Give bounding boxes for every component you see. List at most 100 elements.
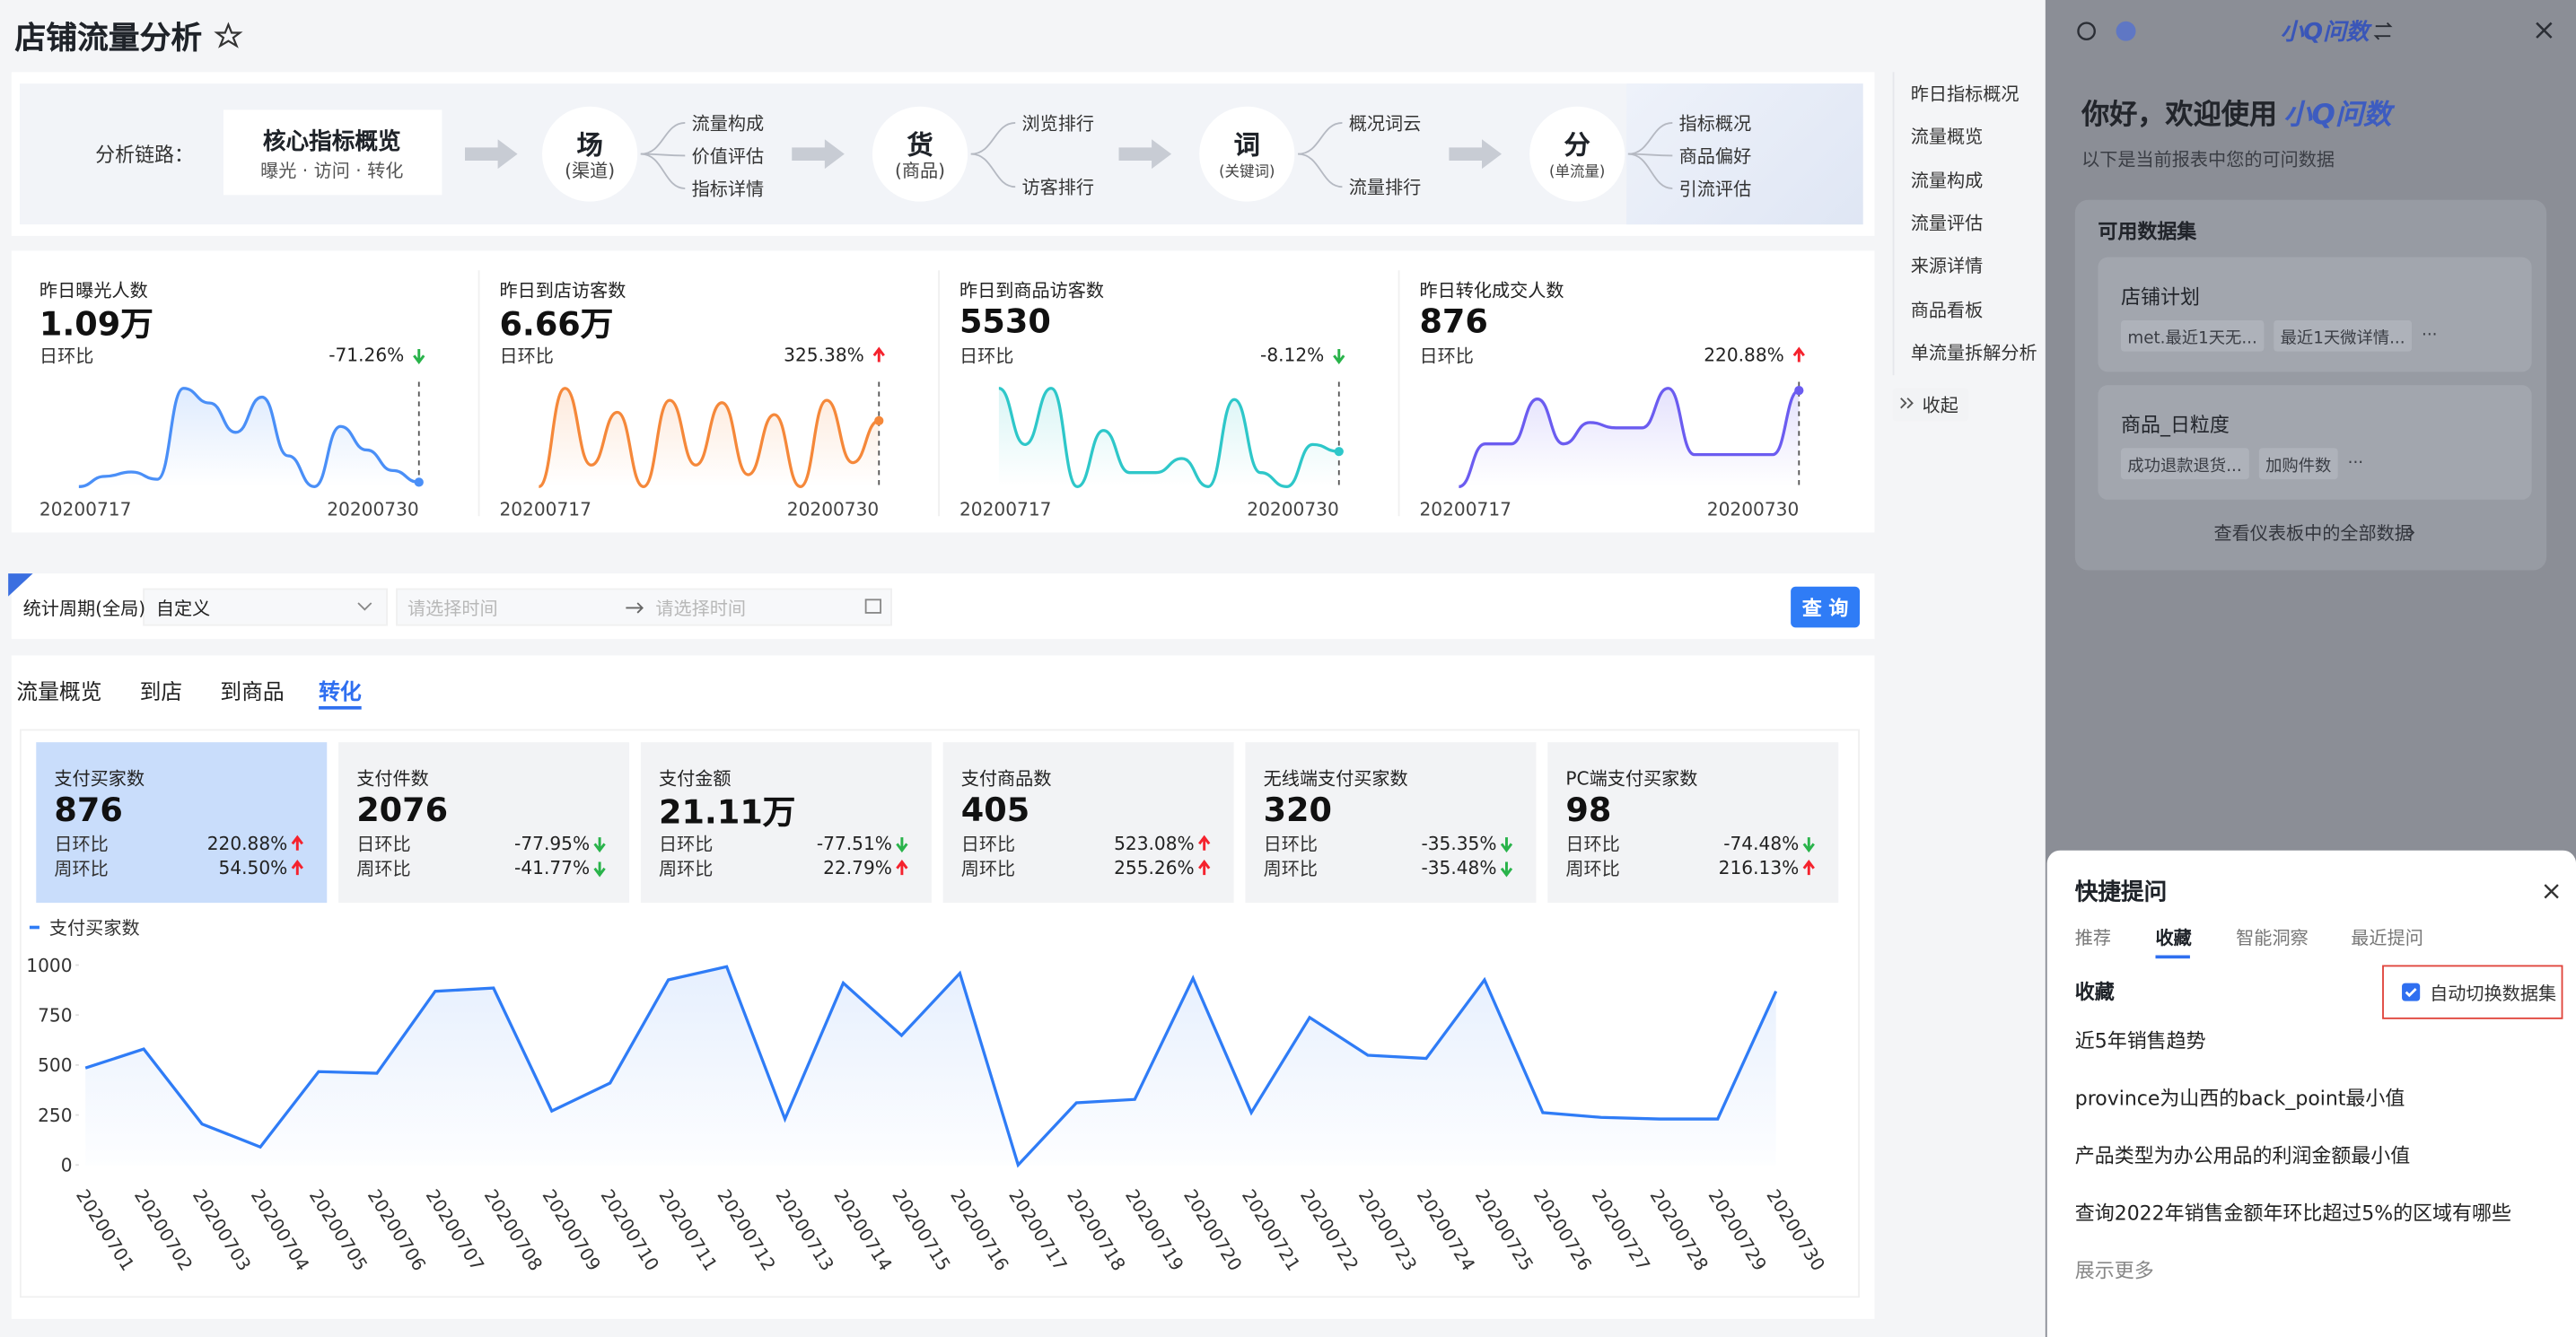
nav-item[interactable]: 流量概览 <box>1910 127 1984 148</box>
step-item[interactable]: 概况词云 <box>1348 112 1422 135</box>
auto-switch-label: 自动切换数据集 <box>2430 983 2557 1005</box>
kpi-start-date: 20200717 <box>499 499 591 520</box>
quick-question[interactable]: province为山西的back_point最小值 <box>2074 1087 2405 1111</box>
tab[interactable]: 到商品 <box>220 680 285 706</box>
step-item[interactable]: 访客排行 <box>1021 177 1095 198</box>
metric-compare-label: 日环比 <box>1263 834 1318 856</box>
metric-label: 无线端支付买家数 <box>1263 768 1408 791</box>
metric-card[interactable] <box>1245 742 1537 904</box>
dataset-field: 成功退款退货... <box>2121 448 2248 480</box>
quick-tab[interactable]: 推荐 <box>2074 927 2112 949</box>
query-button[interactable] <box>1791 586 1861 628</box>
kpi-label: 昨日转化成交人数 <box>1419 280 1564 301</box>
view-all-link[interactable]: 查看仪表板中的全部数据 <box>2213 522 2413 545</box>
step-item[interactable]: 流量构成 <box>691 112 765 135</box>
nav-item[interactable]: 商品看板 <box>1910 299 1984 320</box>
metric-card[interactable] <box>36 742 328 904</box>
metric-value: 876 <box>54 790 123 829</box>
metric-card[interactable] <box>1547 742 1839 904</box>
tab[interactable]: 流量概览 <box>16 680 102 706</box>
metric-value: 2076 <box>356 790 449 829</box>
dataset-field: met.最近1天无... <box>2121 319 2265 352</box>
period-select[interactable] <box>143 588 388 626</box>
filter-label: 统计周期(全局) <box>22 598 146 620</box>
metric-change: -77.51% <box>816 833 892 855</box>
nav-item[interactable]: 来源详情 <box>1910 256 1984 277</box>
metric-label: PC端支付买家数 <box>1565 768 1698 791</box>
metric-compare-label: 周环比 <box>356 858 411 880</box>
metric-change: 22.79% <box>823 857 892 879</box>
period-value[interactable]: 自定义 <box>155 598 211 620</box>
metric-compare-label: 日环比 <box>658 834 714 856</box>
tab[interactable]: 转化 <box>319 680 362 706</box>
kpi-value: 876 <box>1419 301 1488 341</box>
quick-tab[interactable]: 智能洞察 <box>2236 927 2309 949</box>
kpi-change: 325.38% <box>784 345 864 367</box>
greeting-text: 你好，欢迎使用 <box>2081 99 2277 132</box>
kpi-change: -71.26% <box>329 345 405 367</box>
date-range[interactable] <box>396 588 892 626</box>
dataset-card[interactable] <box>2098 385 2532 500</box>
query-label[interactable]: 查 询 <box>1801 597 1849 621</box>
kpi-divider <box>478 270 480 517</box>
metric-compare-label: 周环比 <box>960 858 1016 880</box>
step-item[interactable]: 指标详情 <box>691 179 765 200</box>
datasets-title: 可用数据集 <box>2098 220 2197 244</box>
nav-item[interactable]: 昨日指标概况 <box>1910 83 2020 105</box>
step-item[interactable]: 流量排行 <box>1348 177 1422 198</box>
step-item[interactable]: 商品偏好 <box>1678 145 1752 168</box>
metric-label: 支付件数 <box>356 768 429 791</box>
auto-switch-checkbox[interactable] <box>2402 983 2421 1001</box>
step-item[interactable]: 指标概况 <box>1678 112 1752 135</box>
nav-item[interactable]: 流量评估 <box>1910 213 1984 234</box>
end-date-input[interactable]: 请选择时间 <box>655 598 747 620</box>
metric-change: -77.95% <box>514 833 591 855</box>
metric-change: -35.48% <box>1421 857 1497 879</box>
overview-title: 核心指标概览 <box>262 129 401 156</box>
dataset-name: 商品_日粒度 <box>2121 414 2230 437</box>
metric-label: 支付金额 <box>658 768 732 791</box>
metric-change: -74.48% <box>1723 833 1800 855</box>
show-more[interactable]: 展示更多 <box>2074 1259 2154 1282</box>
quick-tab[interactable]: 最近提问 <box>2351 927 2423 949</box>
metric-change: 216.13% <box>1718 857 1800 879</box>
step-note: (渠道) <box>565 160 616 182</box>
step-item[interactable]: 价值评估 <box>691 145 765 168</box>
nav-item[interactable]: 流量构成 <box>1910 170 1984 191</box>
dataset-field: ··· <box>2347 454 2364 473</box>
kpi-label: 昨日曝光人数 <box>39 280 148 301</box>
kpi-start-date: 20200717 <box>39 499 132 520</box>
overview-box[interactable] <box>223 109 442 196</box>
tab[interactable]: 到店 <box>139 680 183 706</box>
kpi-label: 昨日到商品访客数 <box>959 280 1105 301</box>
step-name: 分 <box>1564 129 1590 161</box>
step-name: 场 <box>576 129 603 161</box>
highlight-box <box>2382 965 2563 1019</box>
greeting: 你好，欢迎使用 小Q问数 <box>2081 91 2391 132</box>
step-name: 词 <box>1233 129 1260 161</box>
start-date-input[interactable]: 请选择时间 <box>407 598 498 620</box>
step-item[interactable]: 引流评估 <box>1678 179 1752 200</box>
quick-question[interactable]: 产品类型为办公用品的利润金额最小值 <box>2074 1144 2411 1168</box>
nav-item[interactable]: 单流量拆解分析 <box>1910 342 2037 364</box>
dataset-field: 最近1天微详情... <box>2274 319 2412 352</box>
step-item[interactable]: 浏览排行 <box>1021 112 1095 135</box>
dataset-card[interactable] <box>2098 257 2532 372</box>
quick-question[interactable]: 查询2022年销售金额年环比超过5%的区域有哪些 <box>2074 1202 2511 1225</box>
metric-change: 54.50% <box>218 857 288 879</box>
metric-card[interactable] <box>942 742 1234 904</box>
kpi-end-date: 20200730 <box>1247 499 1339 520</box>
kpi-label: 昨日到店访客数 <box>499 280 626 301</box>
kpi-change: 220.88% <box>1704 345 1784 367</box>
metric-card[interactable] <box>640 742 932 904</box>
kpi-divider <box>1398 270 1400 517</box>
quick-question[interactable]: 近5年销售趋势 <box>2074 1029 2206 1053</box>
collapse-label[interactable]: 收起 <box>1922 395 1958 416</box>
quick-tab[interactable]: 收藏 <box>2155 927 2192 949</box>
step-name: 货 <box>907 129 933 161</box>
detail-card <box>19 729 1861 1298</box>
kpi-end-date: 20200730 <box>786 499 880 520</box>
metric-change: 220.88% <box>206 833 288 855</box>
metric-card[interactable] <box>338 742 630 904</box>
